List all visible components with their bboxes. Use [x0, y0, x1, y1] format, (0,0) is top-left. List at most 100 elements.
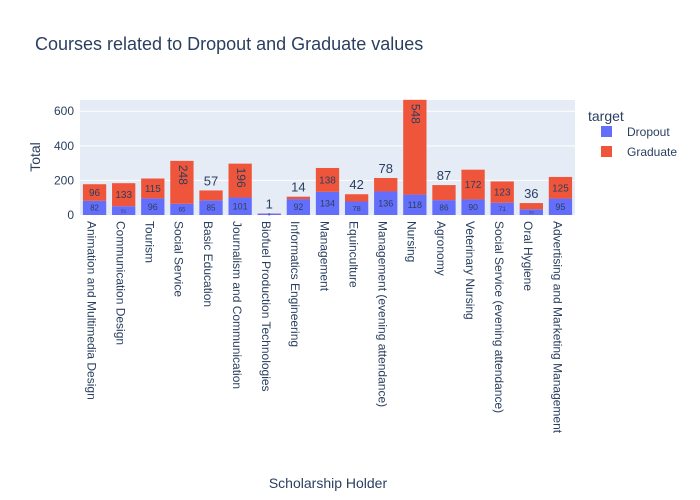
data-label-graduate: 172 [465, 180, 482, 191]
x-tick-label: Animation and Multimedia Design [84, 221, 98, 400]
bar-graduate[interactable] [315, 167, 340, 192]
bar-graduate[interactable] [403, 99, 427, 195]
x-tick-label: Agronomy [434, 221, 448, 276]
bar-dropout[interactable] [257, 213, 281, 215]
data-label-graduate: 57 [204, 173, 218, 188]
x-tick-label: Management (evening attendance) [376, 221, 390, 407]
legend-swatch-graduate[interactable] [601, 146, 612, 157]
x-tick-label: Communication Design [114, 221, 128, 345]
data-label-dropout: 101 [233, 201, 248, 211]
data-label-graduate: 123 [494, 188, 511, 199]
data-label-dropout: 95 [555, 202, 565, 212]
x-axis-title: Scholarship Holder [269, 475, 388, 491]
bar-dropout[interactable] [432, 200, 456, 215]
x-tick-label: Journalism and Communication [230, 221, 244, 389]
bar-dropout[interactable] [141, 198, 165, 215]
bar-graduate[interactable] [170, 160, 194, 204]
data-label-graduate: 96 [89, 188, 101, 199]
x-tick-label: Advertising and Marketing Management [550, 221, 564, 434]
data-label-graduate: 196 [234, 168, 248, 188]
data-label-dropout: 136 [378, 198, 393, 208]
data-label-graduate: 87 [437, 168, 451, 183]
x-tick-label: Tourism [143, 221, 157, 263]
data-label-graduate: 42 [349, 177, 363, 192]
bar-graduate[interactable] [519, 203, 543, 210]
bar-graduate[interactable] [461, 169, 485, 200]
bar-dropout[interactable] [170, 203, 194, 215]
bar-graduate[interactable] [432, 185, 456, 201]
data-label-dropout: 71 [498, 206, 506, 213]
data-label-graduate: 125 [552, 183, 569, 194]
bar-dropout[interactable] [344, 201, 369, 215]
data-label-graduate: 78 [379, 161, 393, 176]
y-tick-label: 400 [54, 139, 74, 153]
data-label-dropout: 82 [90, 204, 99, 213]
x-tick-label: Biofuel Production Technologies [259, 221, 273, 392]
bar-graduate[interactable] [286, 196, 311, 200]
x-tick-labels: Animation and Multimedia Design Communica… [84, 221, 564, 434]
x-tick-label: Informatics Engineering [288, 221, 302, 347]
bar-graduate[interactable] [374, 177, 398, 192]
bar-graduate[interactable] [112, 183, 136, 207]
bar-dropout[interactable] [228, 197, 252, 215]
y-tick-label: 0 [67, 208, 74, 222]
legend-label-dropout[interactable]: Dropout [627, 125, 670, 139]
x-tick-label: Social Service (evening attendance) [492, 221, 506, 413]
data-label-graduate: 138 [319, 175, 336, 186]
data-label-dropout: 90 [468, 202, 478, 212]
bar-graduate[interactable] [344, 194, 369, 202]
x-tick-label: Oral Hygiene [521, 221, 535, 291]
data-label-dropout: 33 [529, 210, 534, 215]
bar-graduate[interactable] [82, 184, 107, 201]
bar-dropout[interactable] [461, 199, 485, 215]
legend-title: target [588, 108, 624, 124]
data-label-dropout: 96 [148, 202, 158, 212]
bar-labels: 82 96 51 133 96 115 65 248 85 57 101 196 81 92 14 134 13… [89, 104, 569, 217]
bar-dropout[interactable] [519, 209, 543, 215]
bar-dropout[interactable] [286, 199, 311, 215]
data-label-dropout: 85 [207, 203, 216, 212]
legend-label-graduate[interactable]: Graduate [627, 145, 677, 159]
data-label-graduate: 14 [291, 180, 305, 195]
bar-dropout[interactable] [82, 200, 107, 215]
x-tick-label: Management [317, 221, 331, 292]
bar-graduate[interactable] [548, 176, 573, 199]
data-label-dropout: 78 [352, 204, 360, 213]
bar-dropout[interactable] [199, 200, 223, 215]
bar-dropout[interactable] [403, 194, 427, 215]
x-tick-label: Basic Education [201, 221, 215, 307]
data-label-graduate: 1 [266, 196, 273, 211]
x-tick-label: Nursing [405, 221, 419, 262]
data-label-dropout: 8 [268, 212, 271, 217]
bar-graduate[interactable] [141, 178, 165, 199]
bar-graduate[interactable] [199, 190, 223, 201]
x-tick-label: Veterinary Nursing [463, 221, 477, 320]
data-label-dropout: 65 [178, 207, 185, 214]
legend: target Dropout Graduate [588, 108, 677, 159]
bar-dropout[interactable] [490, 202, 514, 215]
data-label-dropout: 134 [320, 199, 335, 209]
bar-dropout[interactable] [374, 191, 398, 215]
bar-graduate[interactable] [490, 181, 514, 203]
x-tick-label: Social Service [172, 221, 186, 297]
data-label-graduate: 133 [115, 190, 132, 201]
data-label-dropout: 92 [294, 202, 304, 212]
legend-swatch-dropout[interactable] [601, 126, 612, 137]
chart-title: Courses related to Dropout and Graduate … [35, 34, 423, 54]
data-label-dropout: 86 [439, 203, 449, 212]
bar-dropout[interactable] [548, 198, 573, 215]
bar-graduate[interactable] [228, 163, 252, 198]
data-label-graduate: 36 [524, 186, 538, 201]
data-label-graduate: 548 [409, 104, 423, 124]
y-tick-label: 200 [54, 173, 74, 187]
bar-dropout[interactable] [112, 206, 136, 215]
data-label-dropout: 118 [408, 200, 422, 210]
x-tick-label: Equinculture [346, 221, 360, 288]
y-tick-labels: 0 200 400 600 [54, 104, 74, 222]
bars [82, 99, 573, 215]
data-label-graduate: 248 [176, 165, 190, 185]
data-label-dropout: 51 [121, 208, 127, 214]
bar-dropout[interactable] [315, 191, 340, 215]
